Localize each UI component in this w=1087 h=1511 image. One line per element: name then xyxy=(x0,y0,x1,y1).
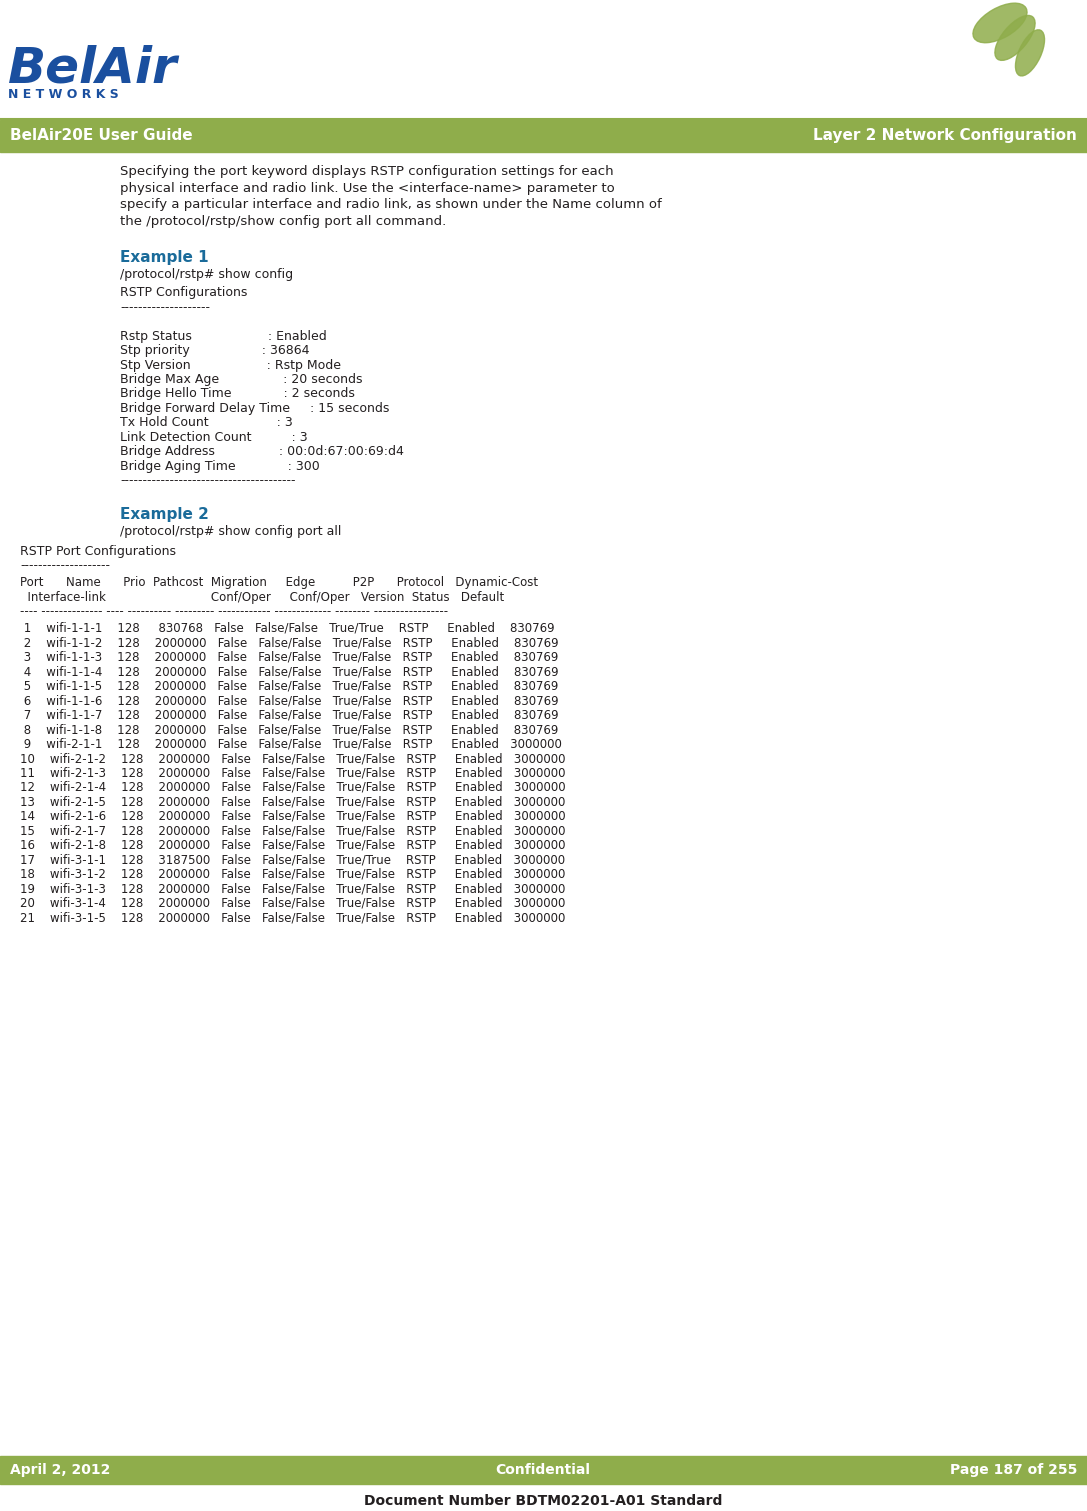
Text: 21    wifi-3-1-5    128    2000000   False   False/False   True/False   RSTP    : 21 wifi-3-1-5 128 2000000 False False/Fa… xyxy=(20,911,565,925)
Text: 7    wifi-1-1-7    128    2000000   False   False/False   True/False   RSTP     : 7 wifi-1-1-7 128 2000000 False False/Fal… xyxy=(20,709,559,722)
Text: 13    wifi-2-1-5    128    2000000   False   False/False   True/False   RSTP    : 13 wifi-2-1-5 128 2000000 False False/Fa… xyxy=(20,795,565,808)
Text: Bridge Address                : 00:0d:67:00:69:d4: Bridge Address : 00:0d:67:00:69:d4 xyxy=(120,446,404,458)
Text: RSTP Port Configurations: RSTP Port Configurations xyxy=(20,544,176,558)
Text: Stp priority                  : 36864: Stp priority : 36864 xyxy=(120,345,310,357)
Text: Rstp Status                   : Enabled: Rstp Status : Enabled xyxy=(120,329,327,343)
Text: Example 1: Example 1 xyxy=(120,251,209,266)
Text: 3    wifi-1-1-3    128    2000000   False   False/False   True/False   RSTP     : 3 wifi-1-1-3 128 2000000 False False/Fal… xyxy=(20,651,559,663)
Text: --------------------: -------------------- xyxy=(120,301,210,314)
Text: Layer 2 Network Configuration: Layer 2 Network Configuration xyxy=(813,128,1077,144)
Text: 10    wifi-2-1-2    128    2000000   False   False/False   True/False   RSTP    : 10 wifi-2-1-2 128 2000000 False False/Fa… xyxy=(20,752,565,765)
Text: the /protocol/rstp/show config port all command.: the /protocol/rstp/show config port all … xyxy=(120,216,447,228)
Bar xyxy=(0,1457,1087,1484)
Text: Bridge Aging Time             : 300: Bridge Aging Time : 300 xyxy=(120,459,320,473)
Ellipse shape xyxy=(973,3,1027,42)
Text: ---------------------------------------: --------------------------------------- xyxy=(120,474,296,487)
Text: Port      Name      Prio  Pathcost  Migration     Edge          P2P      Protoco: Port Name Prio Pathcost Migration Edge P… xyxy=(20,577,538,589)
Text: Link Detection Count          : 3: Link Detection Count : 3 xyxy=(120,431,308,444)
Text: specify a particular interface and radio link, as shown under the Name column of: specify a particular interface and radio… xyxy=(120,198,662,212)
Text: 17    wifi-3-1-1    128    3187500   False   False/False   True/True    RSTP    : 17 wifi-3-1-1 128 3187500 False False/Fa… xyxy=(20,854,565,866)
Text: Example 2: Example 2 xyxy=(120,506,209,521)
Text: 8    wifi-1-1-8    128    2000000   False   False/False   True/False   RSTP     : 8 wifi-1-1-8 128 2000000 False False/Fal… xyxy=(20,724,559,736)
Text: RSTP Configurations: RSTP Configurations xyxy=(120,286,248,299)
Text: physical interface and radio link. Use the <interface-name> parameter to: physical interface and radio link. Use t… xyxy=(120,181,615,195)
Text: 4    wifi-1-1-4    128    2000000   False   False/False   True/False   RSTP     : 4 wifi-1-1-4 128 2000000 False False/Fal… xyxy=(20,665,559,678)
Text: 18    wifi-3-1-2    128    2000000   False   False/False   True/False   RSTP    : 18 wifi-3-1-2 128 2000000 False False/Fa… xyxy=(20,867,565,881)
Text: Document Number BDTM02201-A01 Standard: Document Number BDTM02201-A01 Standard xyxy=(364,1494,722,1508)
Text: 14    wifi-2-1-6    128    2000000   False   False/False   True/False   RSTP    : 14 wifi-2-1-6 128 2000000 False False/Fa… xyxy=(20,810,565,823)
Text: --------------------: -------------------- xyxy=(20,559,110,573)
Text: /protocol/rstp# show config port all: /protocol/rstp# show config port all xyxy=(120,524,341,538)
Text: Page 187 of 255: Page 187 of 255 xyxy=(950,1463,1077,1478)
Text: April 2, 2012: April 2, 2012 xyxy=(10,1463,111,1478)
Text: Bridge Max Age                : 20 seconds: Bridge Max Age : 20 seconds xyxy=(120,373,362,385)
Text: BelAir20E User Guide: BelAir20E User Guide xyxy=(10,128,192,144)
Text: 15    wifi-2-1-7    128    2000000   False   False/False   True/False   RSTP    : 15 wifi-2-1-7 128 2000000 False False/Fa… xyxy=(20,825,565,837)
Text: 9    wifi-2-1-1    128    2000000   False   False/False   True/False   RSTP     : 9 wifi-2-1-1 128 2000000 False False/Fal… xyxy=(20,737,562,751)
Text: 1    wifi-1-1-1    128     830768   False   False/False   True/True    RSTP     : 1 wifi-1-1-1 128 830768 False False/Fals… xyxy=(20,623,554,635)
Text: 6    wifi-1-1-6    128    2000000   False   False/False   True/False   RSTP     : 6 wifi-1-1-6 128 2000000 False False/Fal… xyxy=(20,694,559,707)
Text: ---- -------------- ---- ---------- --------- ------------ ------------- -------: ---- -------------- ---- ---------- ----… xyxy=(20,606,448,618)
Text: BelAir: BelAir xyxy=(8,45,177,92)
Text: Bridge Forward Delay Time     : 15 seconds: Bridge Forward Delay Time : 15 seconds xyxy=(120,402,389,416)
Text: Bridge Hello Time             : 2 seconds: Bridge Hello Time : 2 seconds xyxy=(120,387,354,400)
Text: 19    wifi-3-1-3    128    2000000   False   False/False   True/False   RSTP    : 19 wifi-3-1-3 128 2000000 False False/Fa… xyxy=(20,882,565,895)
Text: 2    wifi-1-1-2    128    2000000   False   False/False   True/False   RSTP     : 2 wifi-1-1-2 128 2000000 False False/Fal… xyxy=(20,636,559,650)
Text: N E T W O R K S: N E T W O R K S xyxy=(8,88,118,101)
Text: /protocol/rstp# show config: /protocol/rstp# show config xyxy=(120,269,293,281)
Text: Specifying the port keyword displays RSTP configuration settings for each: Specifying the port keyword displays RST… xyxy=(120,165,614,178)
Text: 5    wifi-1-1-5    128    2000000   False   False/False   True/False   RSTP     : 5 wifi-1-1-5 128 2000000 False False/Fal… xyxy=(20,680,559,692)
Text: 20    wifi-3-1-4    128    2000000   False   False/False   True/False   RSTP    : 20 wifi-3-1-4 128 2000000 False False/Fa… xyxy=(20,896,565,910)
Text: Confidential: Confidential xyxy=(496,1463,590,1478)
Text: Stp Version                   : Rstp Mode: Stp Version : Rstp Mode xyxy=(120,358,341,372)
Ellipse shape xyxy=(1015,30,1045,76)
Text: Interface-link                            Conf/Oper     Conf/Oper   Version  Sta: Interface-link Conf/Oper Conf/Oper Versi… xyxy=(20,591,504,604)
Text: 11    wifi-2-1-3    128    2000000   False   False/False   True/False   RSTP    : 11 wifi-2-1-3 128 2000000 False False/Fa… xyxy=(20,766,565,780)
Text: 16    wifi-2-1-8    128    2000000   False   False/False   True/False   RSTP    : 16 wifi-2-1-8 128 2000000 False False/Fa… xyxy=(20,839,565,852)
Text: Tx Hold Count                 : 3: Tx Hold Count : 3 xyxy=(120,417,292,429)
Ellipse shape xyxy=(995,15,1035,60)
Bar xyxy=(0,119,1087,151)
Text: 12    wifi-2-1-4    128    2000000   False   False/False   True/False   RSTP    : 12 wifi-2-1-4 128 2000000 False False/Fa… xyxy=(20,781,565,793)
